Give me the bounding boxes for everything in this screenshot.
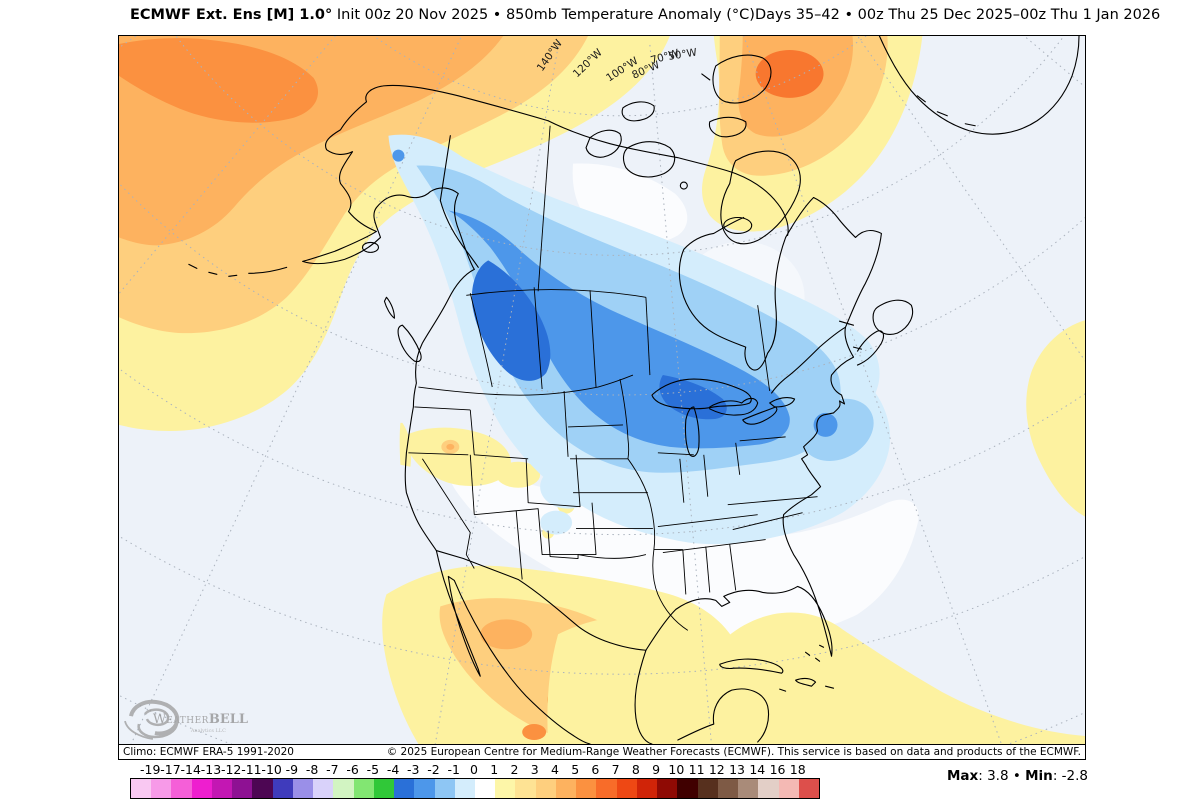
logo-bell: BELL	[209, 712, 248, 727]
colorbar-cell	[657, 779, 678, 798]
colorbar-cell	[191, 779, 212, 798]
lon-label-50w: 50°W	[667, 46, 698, 62]
colorbar-tick-label: -7	[326, 762, 339, 777]
colorbar-cell	[252, 779, 273, 798]
logo-w: W	[153, 712, 167, 727]
stats-bullet: •	[1012, 768, 1026, 784]
colorbar-tick-label: -11	[241, 762, 262, 777]
colorbar-tick-label: -2	[427, 762, 440, 777]
colorbar-tick-label: -10	[261, 762, 282, 777]
climo-text: Climo: ECMWF ERA-5 1991-2020	[123, 746, 294, 758]
copyright-text: © 2025 European Centre for Medium-Range …	[386, 746, 1081, 758]
colorbar-cell	[353, 779, 374, 798]
colorbar-cell	[151, 779, 172, 798]
colorbar-swatches	[130, 778, 820, 799]
colorbar-cell	[738, 779, 759, 798]
title-valid-range: Days 35–42 • 00z Thu 25 Dec 2025–00z Thu…	[754, 7, 1161, 23]
colorbar-cell	[535, 779, 556, 798]
colorbar-tick-label: 14	[749, 762, 766, 777]
title-left: ECMWF Ext. Ens [M] 1.0° Init 00z 20 Nov …	[118, 7, 755, 23]
colorbar-tick-label: 6	[591, 762, 600, 777]
colorbar-tick-label: 1	[490, 762, 499, 777]
colorbar-cell	[171, 779, 192, 798]
colorbar-tick-label: -3	[407, 762, 420, 777]
colorbar-tick-label: -13	[200, 762, 222, 777]
logo-eather: EATHER	[166, 716, 209, 726]
colorbar-tick-label: -9	[285, 762, 299, 777]
colorbar-cell	[515, 779, 536, 798]
min-value: : -2.8	[1052, 768, 1088, 784]
colorbar-tick-label: 7	[611, 762, 620, 777]
colorbar-cell	[677, 779, 698, 798]
colorbar-tick-label: -12	[220, 762, 242, 777]
colorbar-tick-label: -8	[305, 762, 319, 777]
map-canvas: 140°W 120°W 100°W 80°W 70°W 50°W WEATHER…	[118, 35, 1086, 745]
colorbar-cell	[394, 779, 415, 798]
colorbar-cell	[414, 779, 435, 798]
colorbar-tick-label: 5	[571, 762, 580, 777]
logo-swirl-icon	[124, 699, 180, 740]
colorbar-cell	[232, 779, 253, 798]
colorbar-tick-label: 8	[631, 762, 640, 777]
colorbar-cell	[272, 779, 293, 798]
colorbar-cell	[474, 779, 496, 798]
colorbar-cell	[576, 779, 597, 798]
colorbar-tick-label: 3	[530, 762, 539, 777]
colorbar-tick-label: -19	[140, 762, 161, 777]
colorbar-cell	[616, 779, 637, 798]
colorbar-tick-label: 13	[729, 762, 745, 777]
colorbar-cell	[697, 779, 718, 798]
max-value: : 3.8	[978, 768, 1013, 784]
anomaly-map: 140°W 120°W 100°W 80°W 70°W 50°W WEATHER…	[119, 36, 1085, 744]
colorbar-cell	[292, 779, 314, 798]
colorbar-tick-label: -14	[180, 762, 201, 777]
colorbar-cell	[211, 779, 233, 798]
colorbar-cell	[333, 779, 354, 798]
max-min-stats: Max: 3.8 • Min: -2.8	[947, 768, 1088, 784]
min-label: Min	[1025, 768, 1053, 784]
colorbar-cell	[798, 779, 819, 798]
colorbar-cell	[758, 779, 779, 798]
coastlines	[188, 36, 1080, 744]
colorbar-tick-label: -1	[447, 762, 460, 777]
colorbar-cell	[778, 779, 799, 798]
colorbar-tick-label: -4	[386, 762, 400, 777]
colorbar-cell	[434, 779, 455, 798]
colorbar-cell	[313, 779, 334, 798]
warm-region-fills	[119, 36, 1085, 744]
colorbar-cell	[636, 779, 658, 798]
colorbar-cell	[454, 779, 475, 798]
colorbar: -19 -17 -14 -13 -12 -11 -10 -9 -8 -7 -6 -5 -4 -3 -2 -1 0…	[130, 761, 820, 799]
colorbar-tick-label: 0	[470, 762, 478, 777]
colorbar-tick-label: -6	[346, 762, 359, 777]
svg-text:WEATHERBELL: WEATHERBELL	[153, 712, 248, 727]
state-borders	[408, 125, 818, 631]
colorbar-tick-label: 10	[668, 762, 685, 777]
weatherbell-logo: WEATHERBELL Analytics LLC	[124, 699, 248, 740]
max-label: Max	[946, 768, 979, 784]
colorbar-tick-label: 2	[510, 762, 519, 777]
colorbar-tick-label: 18	[789, 762, 806, 777]
colorbar-tick-label: 4	[550, 762, 559, 777]
colorbar-tick-label: 9	[652, 762, 661, 777]
logo-subtitle: Analytics LLC	[190, 728, 226, 734]
cold-region-fills	[388, 134, 891, 545]
colorbar-cell	[495, 779, 516, 798]
colorbar-cell	[131, 779, 152, 798]
colorbar-tick-label: -17	[160, 762, 181, 777]
attribution-bar: Climo: ECMWF ERA-5 1991-2020 © 2025 Euro…	[118, 745, 1086, 760]
colorbar-labels: -19 -17 -14 -13 -12 -11 -10 -9 -8 -7 -6 -5 -4 -3 -2 -1 0…	[130, 761, 818, 777]
colorbar-cell	[555, 779, 577, 798]
colorbar-tick-label: -5	[366, 762, 380, 777]
colorbar-tick-label: 12	[708, 762, 725, 777]
colorbar-tick-label: 16	[769, 762, 786, 777]
title-bar: ECMWF Ext. Ens [M] 1.0° Init 00z 20 Nov …	[118, 7, 1160, 23]
colorbar-cell	[596, 779, 617, 798]
colorbar-cell	[373, 779, 395, 798]
title-model: ECMWF Ext. Ens [M] 1.0°	[130, 7, 333, 23]
colorbar-cell	[717, 779, 739, 798]
colorbar-tick-label: 11	[688, 762, 705, 777]
title-init: Init 00z 20 Nov 2025 • 850mb Temperature…	[332, 7, 755, 23]
